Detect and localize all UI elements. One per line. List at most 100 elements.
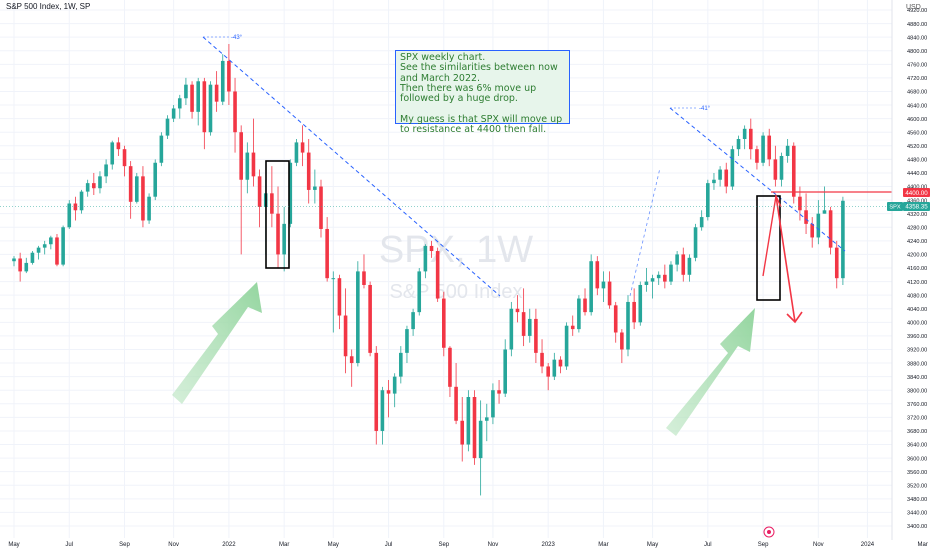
candle-body	[196, 81, 200, 112]
y-tick-label: 4480.00	[907, 158, 927, 164]
candle-body	[239, 132, 243, 180]
candle-body	[570, 325, 575, 330]
x-tick-label: 2023	[542, 542, 556, 548]
currency-label: USD	[906, 4, 921, 11]
chart-title: S&P 500 Index, 1W, SP	[6, 2, 91, 11]
candle-body	[92, 183, 96, 189]
candle-body	[558, 359, 563, 367]
watermark-name: S&P 500 Index	[389, 281, 522, 303]
green-arrow-right	[666, 308, 755, 436]
candle-body	[515, 308, 520, 313]
candle-body	[270, 193, 274, 214]
candle-body	[798, 196, 802, 211]
candle-body	[325, 228, 329, 279]
candle-body	[607, 281, 612, 306]
y-tick-label: 4160.00	[907, 266, 927, 272]
x-tick-label: 2022	[222, 542, 236, 548]
candle-body	[595, 261, 600, 289]
candle-body	[712, 179, 716, 184]
trendline-right[interactable]	[669, 107, 846, 252]
angle-label-left: -43°	[231, 35, 243, 41]
y-tick-label: 4000.00	[907, 321, 927, 327]
candle-body	[644, 281, 649, 285]
price-axis: 4920.00 4880.00 4840.00 4800.00 4760.00 4720.…	[891, 0, 932, 550]
candle-body	[220, 60, 225, 102]
candle-body	[319, 186, 323, 229]
y-tick-label: 4120.00	[907, 280, 927, 286]
candle-body	[141, 176, 145, 221]
candle-body	[147, 196, 151, 221]
candle-body	[411, 312, 415, 330]
candle-body	[177, 98, 182, 109]
candle-body	[749, 128, 753, 150]
x-tick-label: Mar	[918, 542, 928, 548]
candle-body	[460, 420, 465, 445]
candle-body	[417, 271, 422, 313]
x-tick-label: Nov	[488, 542, 499, 548]
candle-body	[55, 237, 59, 265]
event-marker[interactable]	[763, 526, 775, 538]
x-tick-label: May	[647, 542, 658, 548]
candle-body	[12, 258, 16, 262]
candle-body	[583, 298, 587, 313]
candle-body	[718, 169, 722, 180]
candle-body	[656, 274, 661, 279]
candle-body	[374, 352, 379, 431]
grid-layer	[0, 0, 924, 538]
candle-body	[779, 155, 784, 180]
highlight-box-2022[interactable]	[265, 160, 290, 269]
candle-body	[42, 244, 47, 248]
candle-body	[306, 152, 311, 190]
candle-body	[79, 191, 84, 211]
y-tick-label: 3840.00	[907, 375, 927, 381]
projection-down	[775, 195, 796, 323]
highlight-box-2023[interactable]	[756, 195, 781, 301]
candle-body	[122, 149, 127, 167]
candle-body	[343, 315, 348, 357]
candle-body	[675, 254, 679, 265]
candle-body	[791, 145, 796, 197]
symbol-badge-label: SPX	[889, 205, 900, 211]
candle-body	[632, 301, 636, 323]
candle-body	[349, 356, 354, 364]
candle-body	[663, 274, 667, 282]
y-tick-label: 4600.00	[907, 117, 927, 123]
x-tick-label: Sep	[758, 542, 769, 548]
y-tick-label: 3520.00	[907, 483, 927, 489]
y-tick-label: 4320.00	[907, 212, 927, 218]
candle-body	[472, 397, 477, 459]
candle-body	[73, 203, 78, 211]
candle-body	[294, 142, 299, 163]
y-tick-label: 4280.00	[907, 225, 927, 231]
candle-body	[61, 227, 65, 265]
candle-body	[742, 128, 747, 139]
x-tick-label: Sep	[119, 542, 130, 548]
candle-body	[706, 183, 710, 218]
analysis-note[interactable]: SPX weekly chart. See the similarities b…	[395, 50, 570, 135]
trendline-left[interactable]	[202, 36, 501, 297]
y-tick-label: 4400.00	[907, 185, 927, 191]
candle-body	[368, 284, 372, 353]
candle-body	[49, 237, 53, 245]
x-tick-label: Sep	[438, 542, 449, 548]
candle-body	[478, 420, 483, 459]
candle-body	[699, 217, 704, 228]
y-tick-label: 4720.00	[907, 76, 927, 82]
x-tick-label: Mar	[279, 542, 289, 548]
candle-body	[202, 81, 207, 133]
candle-body	[300, 142, 305, 153]
candle-body	[785, 145, 790, 156]
y-tick-label: 3600.00	[907, 456, 927, 462]
green-arrow-left	[172, 282, 262, 404]
y-tick-label: 3960.00	[907, 334, 927, 340]
candle-body	[98, 176, 102, 189]
candle-body	[834, 247, 839, 279]
x-tick-label: Mar	[598, 542, 608, 548]
y-tick-label: 4240.00	[907, 239, 927, 245]
angle-label-right: -41°	[699, 106, 711, 112]
y-tick-label: 4360.00	[907, 198, 927, 204]
resistance-badge-label: 4400.00	[905, 190, 928, 197]
candle-body	[650, 278, 655, 282]
y-tick-label: 3640.00	[907, 443, 927, 449]
candle-body	[356, 271, 360, 364]
